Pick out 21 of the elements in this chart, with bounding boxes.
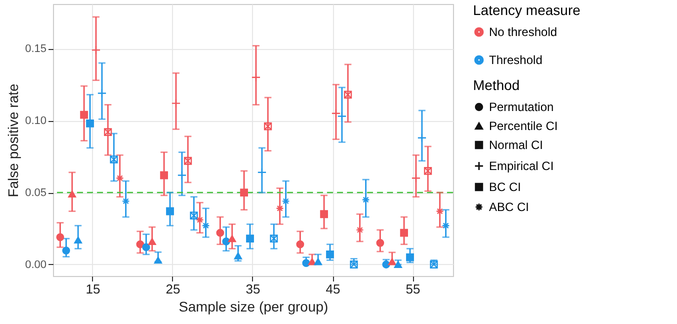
legend-label: Threshold xyxy=(489,53,542,67)
legend-label: No threshold xyxy=(489,25,558,39)
y-tick-label: 0.10 xyxy=(25,115,46,128)
x-tick-label: 25 xyxy=(166,282,180,296)
y-tick-label: 0.15 xyxy=(25,43,46,56)
x-tick-label: 55 xyxy=(406,282,420,296)
x-tick-label: 35 xyxy=(246,282,260,296)
text: Percentile CI xyxy=(489,119,558,133)
text: Method xyxy=(473,77,520,93)
x-tick-label: 15 xyxy=(86,282,100,296)
legend-title: Latency measure xyxy=(473,2,581,18)
y-tick-label: 0.00 xyxy=(25,258,46,271)
text: BC CI xyxy=(489,180,522,194)
y-tick-label: 0.05 xyxy=(25,187,46,200)
text: Normal CI xyxy=(489,138,544,152)
y-axis-title: False positive rate xyxy=(5,83,22,198)
x-axis-title: Sample size (per group) xyxy=(178,298,328,314)
x-tick-label: 45 xyxy=(326,282,340,296)
text: Empirical CI xyxy=(489,159,554,173)
text: ABC CI xyxy=(489,200,530,214)
text: Permutation xyxy=(489,100,554,114)
